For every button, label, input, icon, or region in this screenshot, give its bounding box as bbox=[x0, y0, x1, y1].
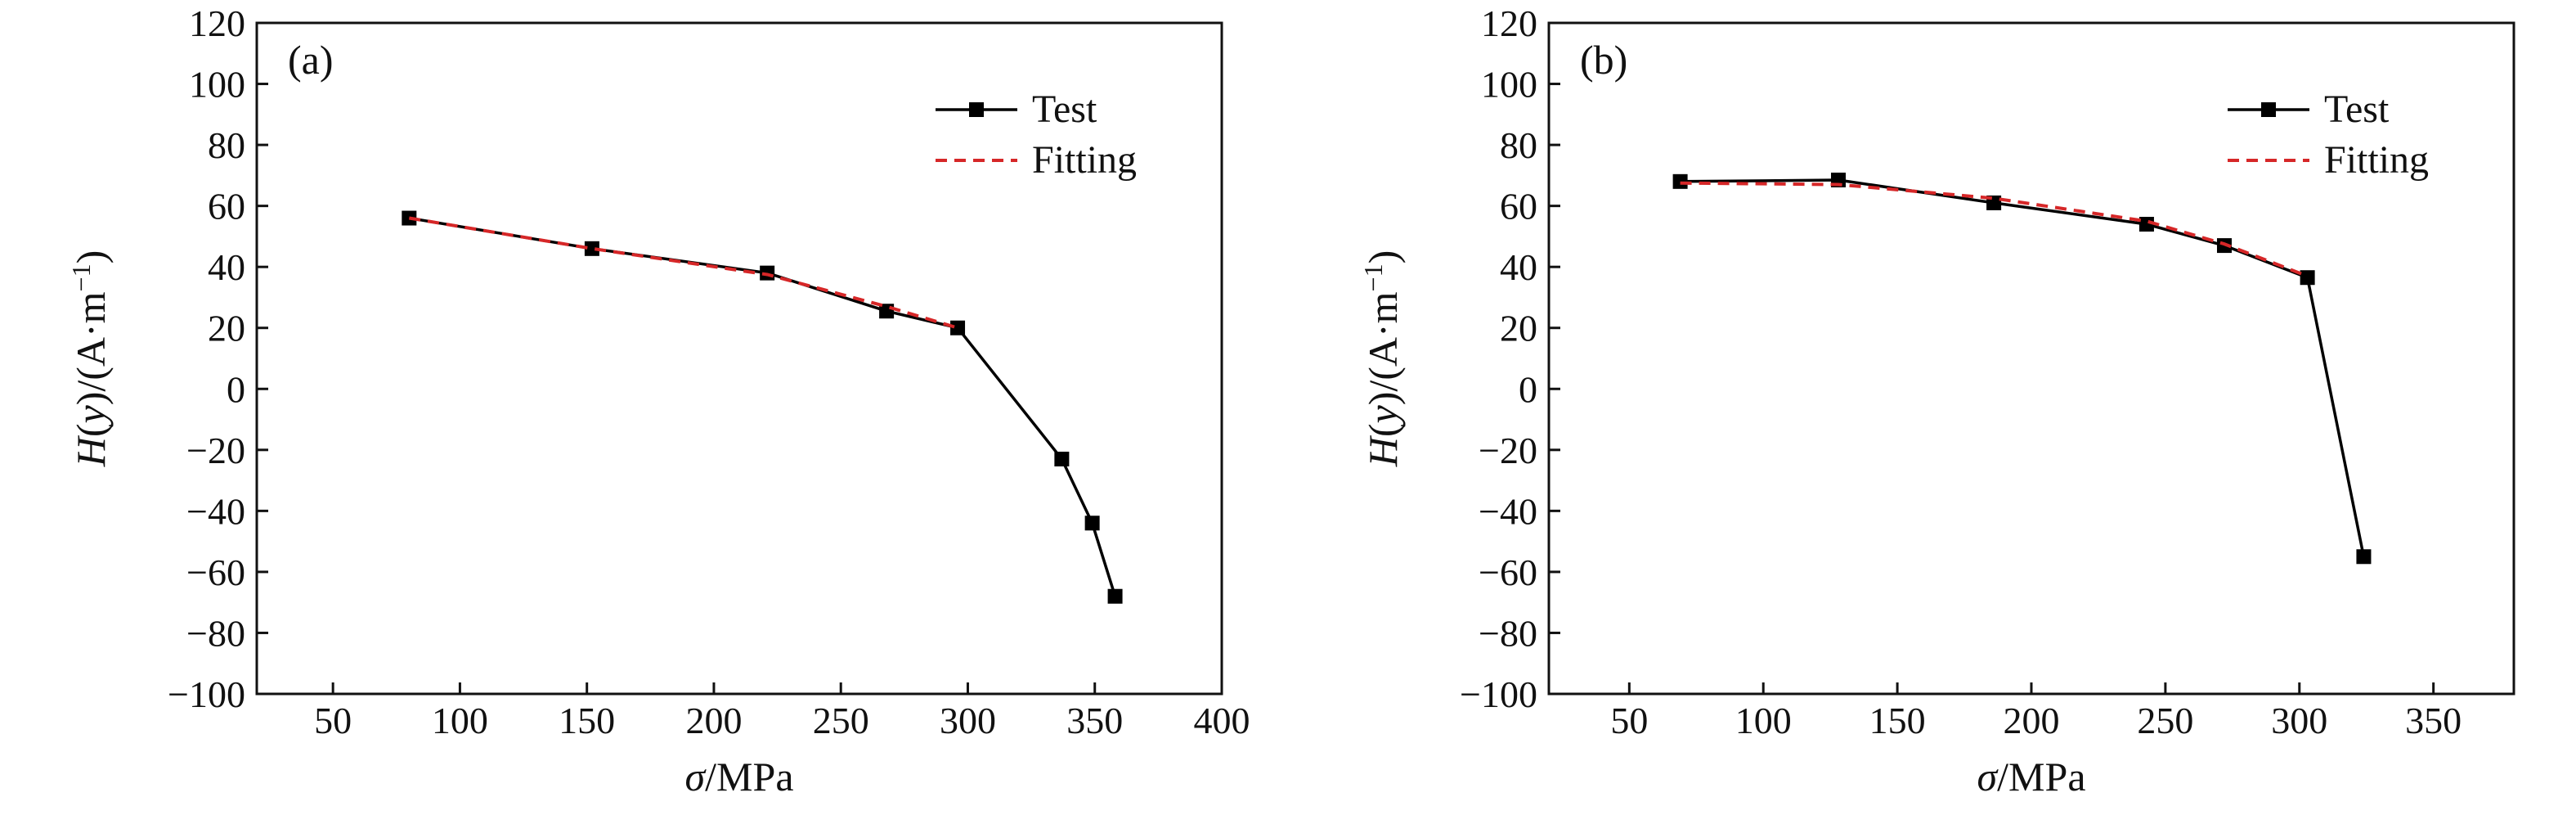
y-tick-label: 0 bbox=[1519, 368, 1537, 410]
y-tick-label: 60 bbox=[1500, 186, 1537, 227]
y-tick-label: −80 bbox=[1479, 612, 1537, 654]
y-axis-title-part: ) bbox=[68, 250, 114, 264]
x-axis-title-part: /MPa bbox=[705, 754, 793, 799]
y-axis-title-part: ) bbox=[1360, 250, 1406, 264]
panel-label: (b) bbox=[1580, 37, 1627, 83]
y-tick-label: 100 bbox=[189, 64, 245, 106]
x-tick-label: 300 bbox=[940, 700, 996, 741]
y-tick-label: −100 bbox=[1460, 673, 1537, 715]
y-axis-title-part: −1 bbox=[66, 263, 96, 291]
x-axis-title-part: σ bbox=[1977, 754, 1999, 799]
y-tick-label: −20 bbox=[1479, 430, 1537, 471]
y-axis-title: H(y)/(A·m−1) bbox=[1358, 250, 1406, 468]
y-tick-label: −60 bbox=[186, 552, 245, 593]
y-tick-label: 80 bbox=[208, 124, 245, 166]
y-axis-title-part: y bbox=[1360, 404, 1406, 427]
y-tick-label: −80 bbox=[186, 612, 245, 654]
y-axis-title-part: y bbox=[68, 404, 114, 427]
y-tick-label: −100 bbox=[168, 673, 245, 715]
x-tick-label: 100 bbox=[432, 700, 488, 741]
data-point-test bbox=[1054, 452, 1070, 466]
y-tick-label: 80 bbox=[1500, 124, 1537, 166]
x-tick-label: 50 bbox=[1610, 700, 1648, 741]
chart-panel-b: −100 −80 −60 −40 −20 0 20 40 60 80 100 120 50 100 150 2… bbox=[1358, 2, 2515, 799]
data-point-test bbox=[1107, 588, 1123, 604]
x-tick-label: 400 bbox=[1194, 700, 1250, 741]
legend-marker bbox=[969, 102, 984, 117]
series-line-test bbox=[1680, 178, 2366, 557]
y-axis-title: H(y)/(A·m−1) bbox=[66, 250, 114, 468]
legend-label-test: Test bbox=[2324, 88, 2390, 131]
y-axis-title-part: ( bbox=[1360, 423, 1406, 437]
data-point-test bbox=[1084, 516, 1100, 531]
legend-marker bbox=[2261, 102, 2276, 117]
y-tick-label: 40 bbox=[208, 246, 245, 288]
x-tick-label: 150 bbox=[559, 700, 615, 741]
x-tick-label: 350 bbox=[1066, 700, 1123, 741]
data-point-test bbox=[2300, 270, 2315, 286]
y-axis-title-part: ( bbox=[68, 423, 114, 437]
x-tick-label: 250 bbox=[2137, 700, 2193, 741]
x-tick-label: 150 bbox=[1869, 700, 1926, 741]
series-line-fitting bbox=[408, 216, 958, 330]
y-tick-label: 100 bbox=[1481, 64, 1537, 106]
y-tick-label: 0 bbox=[227, 368, 245, 410]
x-tick-label: 50 bbox=[314, 700, 352, 741]
legend-label-fitting: Fitting bbox=[1032, 138, 1137, 182]
y-tick-label: −40 bbox=[186, 490, 245, 532]
y-tick-label: −40 bbox=[1479, 490, 1537, 532]
plot-frame bbox=[255, 21, 1223, 696]
panel-label: (a) bbox=[288, 37, 334, 83]
y-tick-label: 20 bbox=[1500, 308, 1537, 349]
x-tick-label: 250 bbox=[813, 700, 869, 741]
y-axis-title-part: H bbox=[1360, 435, 1406, 467]
data-point-test bbox=[2138, 217, 2154, 232]
y-axis-title-part: )/(A·m bbox=[68, 291, 114, 405]
x-axis-title: σ/MPa bbox=[1977, 754, 2085, 799]
x-tick-label: 200 bbox=[685, 700, 742, 741]
data-point-test bbox=[584, 241, 599, 256]
chart-panel-a: −100 −80 −60 −40 −20 0 20 40 60 80 100 120 50 100 150 2… bbox=[66, 2, 1250, 799]
data-point-test bbox=[950, 320, 966, 335]
data-point-test bbox=[1672, 173, 1688, 189]
y-tick-label: −20 bbox=[186, 430, 245, 471]
x-axis-title: σ/MPa bbox=[684, 754, 793, 799]
x-axis-title-part: σ bbox=[684, 754, 707, 799]
y-tick-label: 60 bbox=[208, 186, 245, 227]
y-axis-title-part: H bbox=[68, 435, 114, 467]
data-point-test bbox=[2356, 549, 2372, 565]
y-tick-label: 20 bbox=[208, 308, 245, 349]
y-tick-label: −60 bbox=[1479, 552, 1537, 593]
legend-label-test: Test bbox=[1032, 88, 1097, 131]
legend-label-fitting: Fitting bbox=[2324, 138, 2429, 182]
y-tick-label: 120 bbox=[189, 2, 245, 44]
y-tick-label: 120 bbox=[1481, 2, 1537, 44]
series-line-fitting bbox=[1680, 181, 2309, 278]
x-tick-label: 350 bbox=[2405, 700, 2462, 741]
x-tick-label: 100 bbox=[1735, 700, 1792, 741]
x-tick-label: 300 bbox=[2271, 700, 2327, 741]
x-tick-label: 200 bbox=[2004, 700, 2060, 741]
x-axis-title-part: /MPa bbox=[1997, 754, 2085, 799]
y-axis-title-part: )/(A·m bbox=[1360, 291, 1406, 405]
y-tick-label: 40 bbox=[1500, 246, 1537, 288]
y-axis-title-part: −1 bbox=[1358, 263, 1388, 291]
